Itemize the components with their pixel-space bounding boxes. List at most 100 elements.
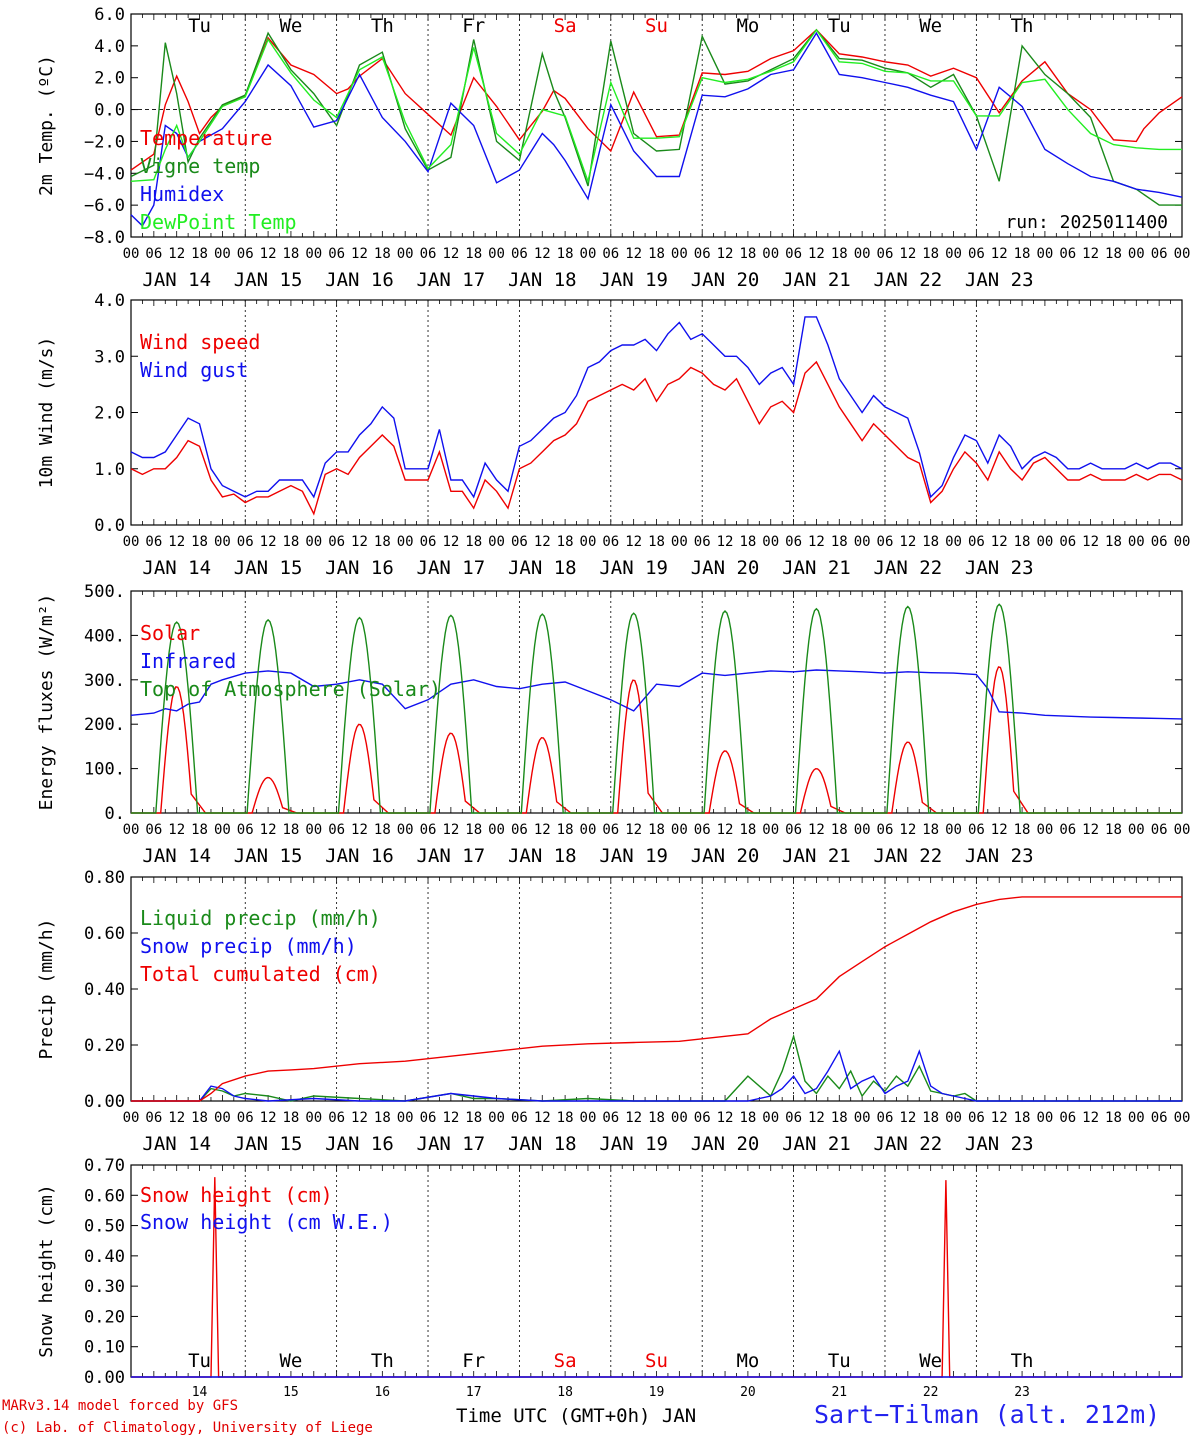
hour-label: 06 <box>1059 822 1076 838</box>
hour-label: 06 <box>968 246 985 262</box>
hour-label: 06 <box>968 822 985 838</box>
hour-label: 12 <box>534 534 551 550</box>
y-axis-label: Snow height (cm) <box>36 1184 57 1357</box>
run-label: run: 2025011400 <box>1005 212 1168 233</box>
day-number-label: 16 <box>374 1385 390 1400</box>
hour-label: 00 <box>305 822 322 838</box>
legend-entry: Temperature <box>140 126 272 150</box>
hour-label: 00 <box>305 534 322 550</box>
date-label: JAN 21 <box>782 557 851 579</box>
date-label: JAN 16 <box>325 269 394 291</box>
date-label: JAN 17 <box>417 557 486 579</box>
y-tick-label: 0.30 <box>84 1277 125 1297</box>
plot-frame <box>130 299 1183 526</box>
date-label: JAN 19 <box>599 1133 668 1155</box>
hour-label: 06 <box>145 822 162 838</box>
date-label: JAN 20 <box>691 845 760 867</box>
hour-label: 12 <box>991 534 1008 550</box>
hour-label: 00 <box>671 534 688 550</box>
series-line <box>130 28 1182 184</box>
hour-label: 12 <box>1082 534 1099 550</box>
hour-label: 06 <box>877 1110 894 1126</box>
date-label: JAN 22 <box>874 269 943 291</box>
series-line <box>131 896 1182 1102</box>
series-line <box>130 31 1183 227</box>
hour-label: 06 <box>785 246 802 262</box>
hour-label: 00 <box>671 1110 688 1126</box>
date-label: JAN 17 <box>417 1133 486 1155</box>
hour-label: 06 <box>511 822 528 838</box>
hour-label: 12 <box>1082 822 1099 838</box>
date-label: JAN 15 <box>234 557 303 579</box>
legend-entry: Snow height (cm) <box>140 1183 333 1207</box>
hour-label: 00 <box>488 822 505 838</box>
hour-label: 06 <box>1059 246 1076 262</box>
day-of-week-label: Sa <box>554 15 577 37</box>
hour-label: 12 <box>534 822 551 838</box>
day-number-label: 14 <box>192 1385 208 1400</box>
date-label: JAN 21 <box>782 1133 851 1155</box>
hour-label: 00 <box>397 1110 414 1126</box>
day-of-week-label: Su <box>645 1350 668 1372</box>
series-line <box>131 1033 1182 1102</box>
hour-label: 00 <box>214 246 231 262</box>
hour-label: 12 <box>260 1110 277 1126</box>
legend-entry: Humidex <box>140 182 224 206</box>
hour-label: 12 <box>625 534 642 550</box>
hour-label: 00 <box>854 822 871 838</box>
day-number-label: 21 <box>831 1385 847 1400</box>
hour-label: 12 <box>625 246 642 262</box>
y-tick-label: 0.80 <box>84 868 125 888</box>
hour-label: 18 <box>922 822 939 838</box>
hour-label: 18 <box>374 246 391 262</box>
hour-label: 12 <box>1082 1110 1099 1126</box>
hour-label: 12 <box>168 1110 185 1126</box>
hour-label: 18 <box>1105 246 1122 262</box>
hour-label: 06 <box>785 534 802 550</box>
hour-label: 06 <box>420 534 437 550</box>
hour-label: 06 <box>694 534 711 550</box>
hour-label: 18 <box>465 1110 482 1126</box>
hour-label: 12 <box>168 246 185 262</box>
date-label: JAN 16 <box>325 845 394 867</box>
date-label: JAN 23 <box>965 845 1034 867</box>
day-of-week-label: Tu <box>188 1350 211 1372</box>
y-tick-label: 1.0 <box>94 460 125 480</box>
y-tick-label: 300. <box>84 671 125 691</box>
panel-3 <box>130 590 1183 814</box>
hour-label: 12 <box>351 246 368 262</box>
hour-label: 06 <box>420 1110 437 1126</box>
hour-label: 18 <box>739 246 756 262</box>
hour-label: 12 <box>991 822 1008 838</box>
y-tick-label: 3.0 <box>94 347 125 367</box>
hour-label: 06 <box>1151 246 1168 262</box>
hour-label: 12 <box>991 1110 1008 1126</box>
y-tick-label: 4.0 <box>94 291 125 311</box>
hour-label: 00 <box>488 534 505 550</box>
y-tick-label: −2.0 <box>84 132 125 152</box>
day-of-week-label: We <box>919 15 942 37</box>
hour-label: 12 <box>534 1110 551 1126</box>
hour-label: 00 <box>854 246 871 262</box>
date-label: JAN 20 <box>691 557 760 579</box>
y-tick-label: 500. <box>84 582 125 602</box>
hour-label: 18 <box>557 246 574 262</box>
y-tick-label: 0.10 <box>84 1338 125 1358</box>
panel-2 <box>130 299 1183 526</box>
hour-label: 06 <box>1059 534 1076 550</box>
hour-label: 06 <box>602 822 619 838</box>
hour-label: 18 <box>648 534 665 550</box>
hour-label: 06 <box>511 246 528 262</box>
y-tick-label: 0.00 <box>84 1092 125 1112</box>
hour-label: 00 <box>762 534 779 550</box>
hour-label: 06 <box>145 246 162 262</box>
hour-label: 00 <box>580 822 597 838</box>
hour-label: 18 <box>1014 534 1031 550</box>
hour-label: 06 <box>420 246 437 262</box>
hour-label: 18 <box>374 822 391 838</box>
hour-label: 06 <box>694 822 711 838</box>
hour-label: 18 <box>374 1110 391 1126</box>
hour-label: 18 <box>831 1110 848 1126</box>
hour-label: 06 <box>602 534 619 550</box>
hour-label: 00 <box>671 822 688 838</box>
